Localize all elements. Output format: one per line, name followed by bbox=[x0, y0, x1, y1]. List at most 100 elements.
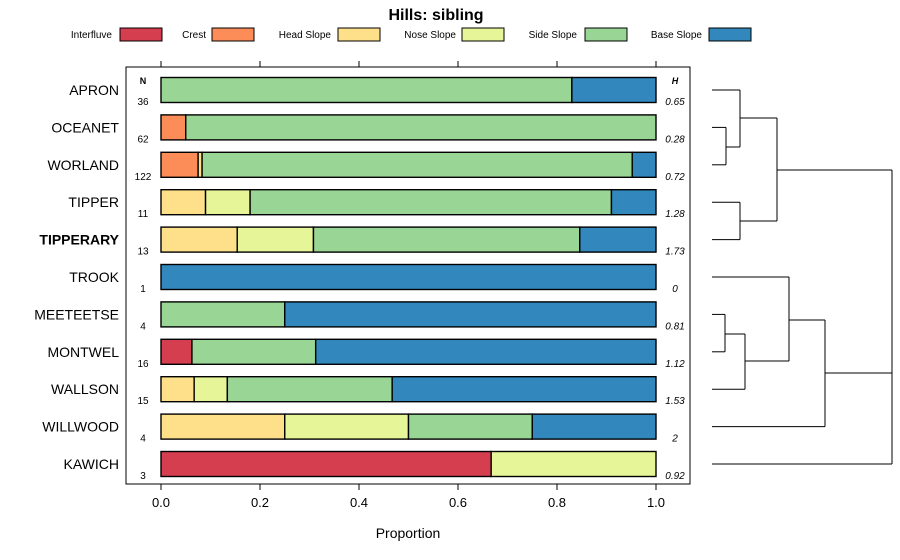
bar-segment-willwood-side-slope bbox=[407, 413, 533, 440]
category-label-trook: TROOK bbox=[69, 269, 119, 285]
h-value-wallson: 1.53 bbox=[665, 396, 685, 407]
legend-swatch-base-slope bbox=[708, 27, 752, 42]
legend-swatch-crest bbox=[211, 27, 255, 42]
x-tick-label-0: 0.0 bbox=[152, 495, 170, 510]
bar-row-wallson bbox=[160, 376, 657, 403]
n-value-tipperary: 13 bbox=[137, 247, 149, 258]
x-tick-label-1: 0.2 bbox=[251, 495, 269, 510]
n-value-tipper: 11 bbox=[138, 209, 149, 220]
category-label-kawich: KAWICH bbox=[64, 456, 119, 472]
bar-segment-apron-side-slope bbox=[160, 76, 573, 104]
n-value-apron: 36 bbox=[137, 97, 149, 108]
n-value-meeteetse: 4 bbox=[140, 321, 146, 332]
bar-row-worland bbox=[160, 151, 657, 179]
bar-segment-apron-base-slope bbox=[571, 76, 657, 104]
legend-label-crest: Crest bbox=[182, 30, 206, 41]
legend-swatch-head-slope bbox=[337, 27, 381, 42]
bar-segment-tipperary-nose-slope bbox=[236, 226, 315, 253]
h-value-oceanet: 0.28 bbox=[665, 134, 685, 145]
bar-segment-tipper-nose-slope bbox=[204, 188, 251, 216]
bar-segment-kawich-interfluve bbox=[160, 450, 492, 478]
category-label-tipperary: TIPPERARY bbox=[39, 232, 119, 248]
x-axis: 0.0 0.2 0.4 0.6 0.8 1.0 bbox=[152, 484, 665, 510]
h-value-meeteetse: 0.81 bbox=[665, 321, 684, 332]
category-label-worland: WORLAND bbox=[47, 157, 119, 173]
bar-segment-tipper-head-slope bbox=[160, 188, 207, 216]
bar-segment-kawich-nose-slope bbox=[490, 450, 657, 478]
legend: Interfluve Crest Head Slope Nose Slope Side … bbox=[71, 27, 752, 42]
h-value-tipper: 1.28 bbox=[665, 209, 685, 220]
category-label-tipper: TIPPER bbox=[68, 194, 119, 210]
bar-segment-meeteetse-base-slope bbox=[284, 301, 657, 328]
legend-label-base-slope: Base Slope bbox=[651, 30, 703, 41]
bar-segment-willwood-base-slope bbox=[531, 413, 657, 440]
plot-frame bbox=[125, 61, 691, 485]
n-value-worland: 122 bbox=[135, 172, 152, 183]
dendrogram bbox=[712, 89, 893, 465]
n-value-willwood: 4 bbox=[140, 434, 146, 445]
bar-segment-worland-base-slope bbox=[631, 151, 657, 179]
n-column-header: N bbox=[140, 76, 147, 86]
x-tick-label-3: 0.6 bbox=[449, 495, 467, 510]
legend-swatch-nose-slope bbox=[461, 27, 505, 42]
chart-title: Hills: sibling bbox=[388, 7, 483, 24]
bar-row-apron bbox=[160, 76, 657, 104]
bar-segment-tipper-base-slope bbox=[610, 188, 657, 216]
legend-label-head-slope: Head Slope bbox=[279, 30, 332, 41]
bar-segment-tipperary-side-slope bbox=[312, 226, 581, 253]
h-value-apron: 0.65 bbox=[665, 97, 685, 108]
category-label-wallson: WALLSON bbox=[51, 381, 119, 397]
x-tick-label-2: 0.4 bbox=[350, 495, 368, 510]
bar-row-trook bbox=[160, 263, 657, 291]
bar-segment-tipperary-head-slope bbox=[160, 226, 238, 253]
category-label-meeteetse: MEETEETSE bbox=[34, 306, 119, 322]
n-value-oceanet: 62 bbox=[137, 134, 149, 145]
h-column-header: H bbox=[672, 76, 679, 86]
legend-label-side-slope: Side Slope bbox=[529, 30, 578, 41]
bar-segment-trook-base-slope bbox=[160, 263, 657, 291]
plot-border bbox=[125, 66, 691, 485]
legend-label-nose-slope: Nose Slope bbox=[404, 30, 456, 41]
x-tick-label-4: 0.8 bbox=[548, 495, 566, 510]
bar-segment-montwel-side-slope bbox=[191, 338, 317, 365]
bar-segment-wallson-base-slope bbox=[391, 376, 657, 403]
bar-row-meeteetse bbox=[160, 301, 657, 328]
category-label-willwood: WILLWOOD bbox=[42, 419, 119, 435]
bar-segment-tipper-side-slope bbox=[249, 188, 613, 216]
h-value-montwel: 1.12 bbox=[665, 359, 685, 370]
bar-segment-willwood-head-slope bbox=[160, 413, 286, 440]
legend-swatch-interfluve bbox=[119, 27, 163, 42]
bars-group bbox=[160, 76, 657, 478]
h-value-tipperary: 1.73 bbox=[665, 247, 685, 258]
bar-row-willwood bbox=[160, 413, 657, 440]
bar-row-kawich bbox=[160, 450, 657, 478]
category-label-oceanet: OCEANET bbox=[51, 119, 119, 135]
h-value-worland: 0.72 bbox=[665, 172, 685, 183]
bar-segment-wallson-head-slope bbox=[160, 376, 195, 403]
bar-segment-oceanet-crest bbox=[160, 114, 187, 141]
bar-segment-tipperary-base-slope bbox=[579, 226, 657, 253]
bar-segment-meeteetse-side-slope bbox=[160, 301, 286, 328]
x-axis-label: Proportion bbox=[376, 525, 441, 541]
n-value-trook: 1 bbox=[140, 284, 146, 295]
bar-segment-wallson-side-slope bbox=[226, 376, 393, 403]
n-value-wallson: 15 bbox=[137, 396, 149, 407]
legend-label-interfluve: Interfluve bbox=[71, 30, 113, 41]
bar-segment-willwood-nose-slope bbox=[284, 413, 410, 440]
bar-row-oceanet bbox=[160, 114, 657, 141]
h-value-trook: 0 bbox=[672, 284, 678, 295]
n-value-kawich: 3 bbox=[140, 471, 146, 482]
bar-segment-oceanet-side-slope bbox=[185, 114, 657, 141]
bar-row-tipper bbox=[160, 188, 657, 216]
n-value-montwel: 16 bbox=[137, 359, 149, 370]
legend-swatch-side-slope bbox=[584, 27, 628, 42]
h-value-kawich: 0.92 bbox=[665, 471, 685, 482]
bar-segment-worland-side-slope bbox=[201, 151, 633, 179]
category-label-apron: APRON bbox=[69, 82, 119, 98]
bar-row-montwel bbox=[160, 338, 657, 365]
bar-segment-wallson-nose-slope bbox=[193, 376, 229, 403]
category-labels: N H APRON 36 0.65 OCEANET 62 0.28 WORLAND 122 0.72… bbox=[34, 76, 685, 482]
bar-row-tipperary bbox=[160, 226, 657, 253]
x-tick-label-5: 1.0 bbox=[647, 495, 665, 510]
